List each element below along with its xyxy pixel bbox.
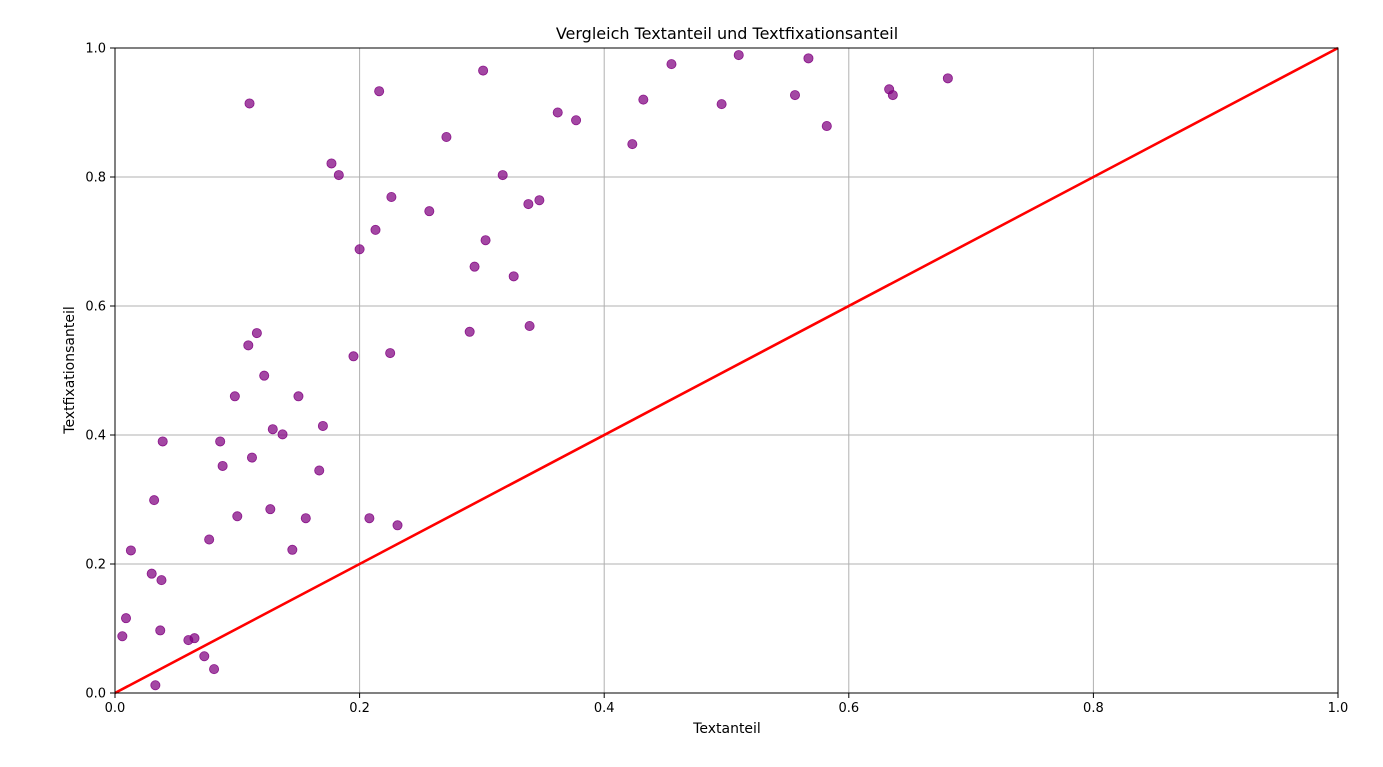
x-tick-label: 1.0 [1328, 701, 1349, 716]
y-axis-title: Textfixationsanteil [62, 306, 78, 434]
data-point [354, 244, 365, 255]
x-axis-ticks: 0.0 0.2 0.4 0.6 0.8 1.0 [105, 693, 1349, 716]
data-point [638, 94, 649, 105]
data-point [317, 420, 328, 431]
data-point [259, 370, 270, 381]
data-point [803, 53, 814, 64]
data-point [287, 544, 298, 555]
x-axis-title: Textanteil [692, 721, 761, 737]
data-point [385, 348, 396, 359]
data-point [386, 191, 397, 202]
data-point [733, 50, 744, 61]
data-point [156, 575, 167, 586]
data-point [243, 340, 254, 351]
y-tick-label: 0.0 [85, 687, 106, 702]
data-point [552, 107, 563, 118]
data-point [716, 99, 727, 110]
data-point [524, 320, 535, 331]
data-point [424, 206, 435, 217]
data-point [333, 170, 344, 181]
data-point [534, 195, 545, 206]
data-point [121, 613, 132, 624]
x-tick-label: 0.4 [594, 701, 615, 716]
x-tick-label: 0.2 [349, 701, 370, 716]
data-point [314, 465, 325, 476]
data-point [469, 261, 480, 272]
data-point [229, 391, 240, 402]
data-point [267, 424, 278, 435]
data-point [392, 520, 403, 531]
data-point [199, 651, 210, 662]
data-point [217, 460, 228, 471]
data-point [300, 513, 311, 524]
data-point [348, 351, 359, 362]
data-point [157, 436, 168, 447]
data-point [441, 132, 452, 143]
plot-area-frame [114, 47, 1339, 694]
reference-line [114, 46, 1339, 695]
data-point [209, 664, 220, 675]
data-point [146, 568, 157, 579]
reference-line-layer [114, 46, 1339, 695]
data-point [204, 534, 215, 545]
data-point [277, 429, 288, 440]
data-points [117, 50, 953, 691]
data-point [942, 73, 953, 84]
y-tick-label: 1.0 [85, 42, 106, 57]
data-point [478, 65, 489, 76]
data-point [244, 98, 255, 109]
y-tick-label: 0.6 [85, 300, 106, 315]
data-point [887, 90, 898, 101]
x-tick-label: 0.6 [838, 701, 859, 716]
data-point [326, 158, 337, 169]
y-axis-ticks: 0.0 0.2 0.4 0.6 0.8 1.0 [85, 42, 115, 702]
data-point [293, 391, 304, 402]
y-tick-label: 0.2 [85, 558, 106, 573]
x-tick-label: 0.8 [1083, 701, 1104, 716]
y-tick-label: 0.4 [85, 429, 106, 444]
data-point [364, 513, 375, 524]
data-point [251, 328, 262, 339]
x-tick-label: 0.0 [105, 701, 126, 716]
data-point [523, 199, 534, 210]
data-point [232, 511, 243, 522]
data-point [464, 326, 475, 337]
data-point [508, 271, 519, 282]
data-point [374, 86, 385, 97]
data-point [149, 495, 160, 506]
data-point [215, 436, 226, 447]
chart-title: Vergleich Textanteil und Textfixationsan… [556, 24, 898, 43]
data-point [265, 504, 276, 515]
data-point [571, 115, 582, 126]
data-point [666, 59, 677, 70]
data-point [370, 224, 381, 235]
data-point [189, 633, 200, 644]
data-point [150, 680, 161, 691]
data-point [789, 90, 800, 101]
data-point [246, 452, 257, 463]
data-point [821, 121, 832, 132]
data-point [117, 631, 128, 642]
data-point [125, 545, 136, 556]
data-point [627, 139, 638, 150]
data-point [480, 235, 491, 246]
data-point [497, 170, 508, 181]
data-point [155, 625, 166, 636]
y-tick-label: 0.8 [85, 171, 106, 186]
